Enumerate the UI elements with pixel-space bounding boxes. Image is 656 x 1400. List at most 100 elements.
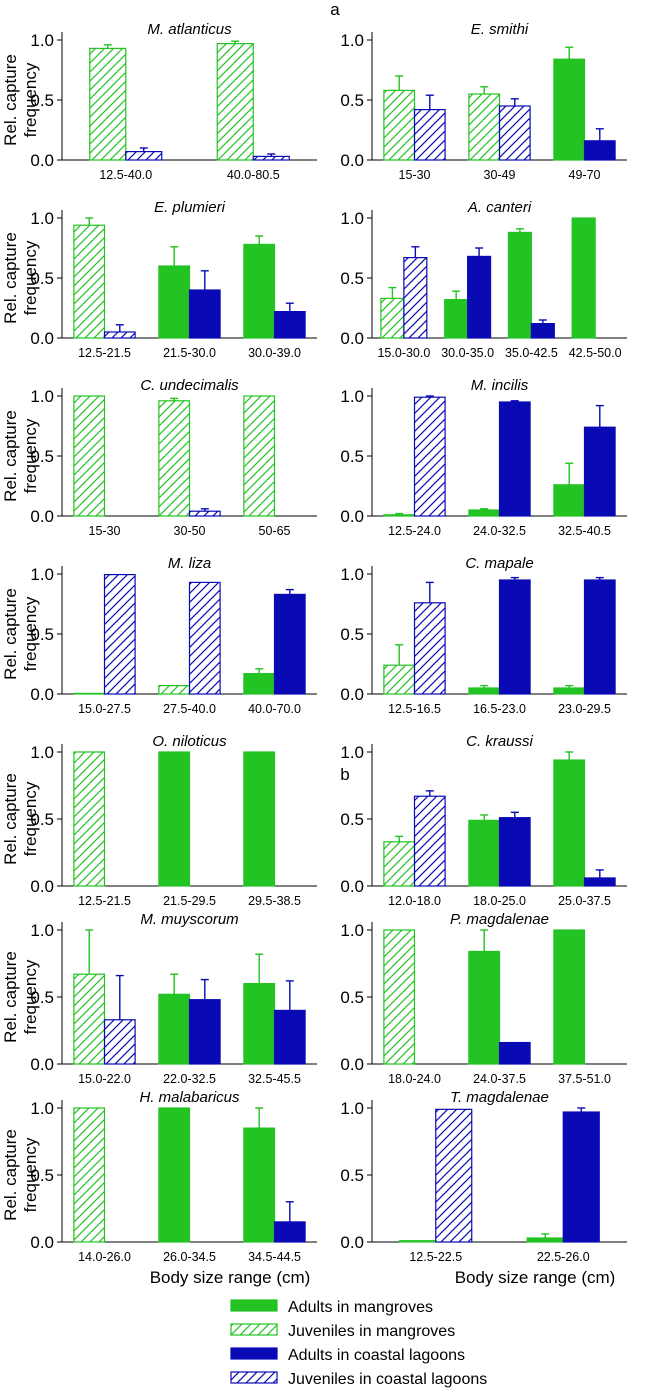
bar-adults-lagoons xyxy=(273,1221,306,1243)
y-tick-label: 1.0 xyxy=(340,565,364,584)
x-tick-label: 32.5-40.5 xyxy=(558,524,611,538)
chart-panel: 0.0 0.5 1.0 M. atlanticus Rel. capture freque… xyxy=(1,21,317,182)
bar-adults-mangroves xyxy=(444,299,469,339)
chart-panel: 0.0 0.5 1.0 O. niloticus Rel. capture frequen… xyxy=(1,733,317,908)
x-tick-label: 15-30 xyxy=(399,168,431,182)
bar-adults-lagoons xyxy=(583,579,616,695)
x-tick-label: 15.0-22.0 xyxy=(78,1072,131,1086)
x-tick-label: 12.5-22.5 xyxy=(409,1250,462,1264)
bar-adults-lagoons xyxy=(583,140,616,161)
chart-panel: 0.0 0.5 1.0 C. undecimalis Rel. capture frequ… xyxy=(1,377,317,538)
bar-juveniles-mangroves xyxy=(73,751,106,887)
chart-panel: 0.0 0.5 1.0 T. magdalenae 12.5-22.5 22.5-26.0 xyxy=(340,1089,627,1264)
chart-title: A. canteri xyxy=(467,199,532,216)
x-tick-label: 35.0-42.5 xyxy=(505,346,558,360)
chart-title: M. liza xyxy=(168,555,211,572)
bar-adults-lagoons xyxy=(498,817,531,887)
bar-adults-lagoons xyxy=(530,323,555,339)
bar-adults-lagoons xyxy=(467,255,492,339)
legend-swatch-adults-lagoons xyxy=(230,1347,278,1360)
y-tick-label: 1.0 xyxy=(340,387,364,406)
x-tick-label: 49-70 xyxy=(569,168,601,182)
bar-adults-mangroves xyxy=(243,672,276,695)
x-axis-label-left: Body size range (cm) xyxy=(150,1268,311,1287)
y-axis-label: frequency xyxy=(21,596,40,671)
chart-panel: 0.0 0.5 1.0 E. smithi 15-30 30-49 49-70 xyxy=(340,21,627,182)
x-tick-label: 22.5-26.0 xyxy=(537,1250,590,1264)
bar-juveniles-lagoons xyxy=(403,257,428,339)
x-tick-label: 30.0-35.0 xyxy=(441,346,494,360)
bar-adults-mangroves xyxy=(243,982,276,1065)
y-tick-label: 1.0 xyxy=(30,387,54,406)
bar-adults-mangroves xyxy=(553,929,586,1065)
bar-juveniles-mangroves xyxy=(468,93,501,161)
x-tick-label: 37.5-51.0 xyxy=(558,1072,611,1086)
chart-panel: 0.0 0.5 1.0 A. canteri 15.0-30.0 30.0-35.0 35.… xyxy=(340,199,627,360)
bar-adults-lagoons xyxy=(498,1041,531,1065)
y-tick-label: 0.0 xyxy=(30,329,54,348)
panel-label-b: b xyxy=(340,765,349,784)
legend-item: Adults in mangroves xyxy=(230,1299,433,1316)
bar-juveniles-lagoons xyxy=(252,155,290,161)
y-tick-label: 0.0 xyxy=(30,1055,54,1074)
y-tick-label: 0.5 xyxy=(30,1166,54,1185)
bar-juveniles-mangroves xyxy=(73,692,106,695)
y-tick-label: 1.0 xyxy=(340,1099,364,1118)
chart-panel: 0.0 0.5 1.0 M. muyscorum Rel. capture frequen… xyxy=(1,911,317,1086)
x-tick-label: 18.0-25.0 xyxy=(473,894,526,908)
x-tick-label: 12.5-21.5 xyxy=(78,894,131,908)
y-axis-label: Rel. capture xyxy=(1,232,20,324)
bar-adults-mangroves xyxy=(243,751,276,887)
x-tick-label: 40.0-80.5 xyxy=(227,168,280,182)
bar-adults-mangroves xyxy=(553,759,586,887)
chart-panel: 0.0 0.5 1.0 C. mapale 12.5-16.5 16.5-23.0 23.0… xyxy=(340,555,627,716)
chart-title: E. smithi xyxy=(471,21,529,38)
legend-label: Juveniles in coastal lagoons xyxy=(288,1371,487,1388)
bar-juveniles-mangroves xyxy=(73,973,106,1065)
bar-adults-mangroves xyxy=(468,509,501,517)
y-axis-label: frequency xyxy=(21,240,40,315)
bar-juveniles-lagoons xyxy=(413,396,446,517)
bar-juveniles-mangroves xyxy=(73,1107,106,1243)
bar-juveniles-mangroves xyxy=(89,47,127,161)
y-tick-label: 0.0 xyxy=(340,1233,364,1252)
bar-juveniles-mangroves xyxy=(383,514,416,517)
y-tick-label: 0.0 xyxy=(340,1055,364,1074)
legend-swatch-adults-mangroves xyxy=(230,1299,278,1312)
y-tick-label: 1.0 xyxy=(30,31,54,50)
legend-item: Juveniles in coastal lagoons xyxy=(230,1371,487,1388)
x-tick-label: 29.5-38.5 xyxy=(248,894,301,908)
x-tick-label: 21.5-30.0 xyxy=(163,346,216,360)
x-tick-label: 12.5-21.5 xyxy=(78,346,131,360)
bar-adults-mangroves xyxy=(158,751,191,887)
y-tick-label: 0.5 xyxy=(340,447,364,466)
bar-juveniles-lagoons xyxy=(103,1019,136,1065)
x-tick-label: 40.0-70.0 xyxy=(248,702,301,716)
y-tick-label: 0.5 xyxy=(340,988,364,1007)
bar-juveniles-mangroves xyxy=(383,841,416,887)
bar-adults-mangroves xyxy=(553,687,586,695)
chart-title: T. magdalenae xyxy=(450,1089,549,1106)
bar-juveniles-mangroves xyxy=(158,400,191,517)
y-tick-label: 0.0 xyxy=(340,877,364,896)
y-axis-label: Rel. capture xyxy=(1,773,20,865)
y-tick-label: 0.5 xyxy=(340,269,364,288)
bar-juveniles-mangroves xyxy=(158,684,191,695)
bar-adults-mangroves xyxy=(571,217,596,339)
x-tick-label: 50-65 xyxy=(259,524,291,538)
bar-adults-lagoons xyxy=(188,999,221,1065)
x-tick-label: 34.5-44.5 xyxy=(248,1250,301,1264)
bar-adults-mangroves xyxy=(468,819,501,887)
y-tick-label: 0.0 xyxy=(30,877,54,896)
bar-juveniles-mangroves xyxy=(383,929,416,1065)
y-tick-label: 0.0 xyxy=(340,151,364,170)
bar-juveniles-mangroves xyxy=(383,89,416,161)
x-tick-label: 27.5-40.0 xyxy=(163,702,216,716)
bar-juveniles-mangroves xyxy=(73,224,106,339)
x-tick-label: 25.0-37.5 xyxy=(558,894,611,908)
bar-adults-lagoons xyxy=(562,1111,600,1243)
chart-panel: 0.0 0.5 1.0 E. plumieri Rel. capture frequenc… xyxy=(1,199,317,360)
bar-adults-mangroves xyxy=(526,1237,564,1243)
y-axis-label: Rel. capture xyxy=(1,1129,20,1221)
legend-label: Juveniles in mangroves xyxy=(288,1323,455,1340)
